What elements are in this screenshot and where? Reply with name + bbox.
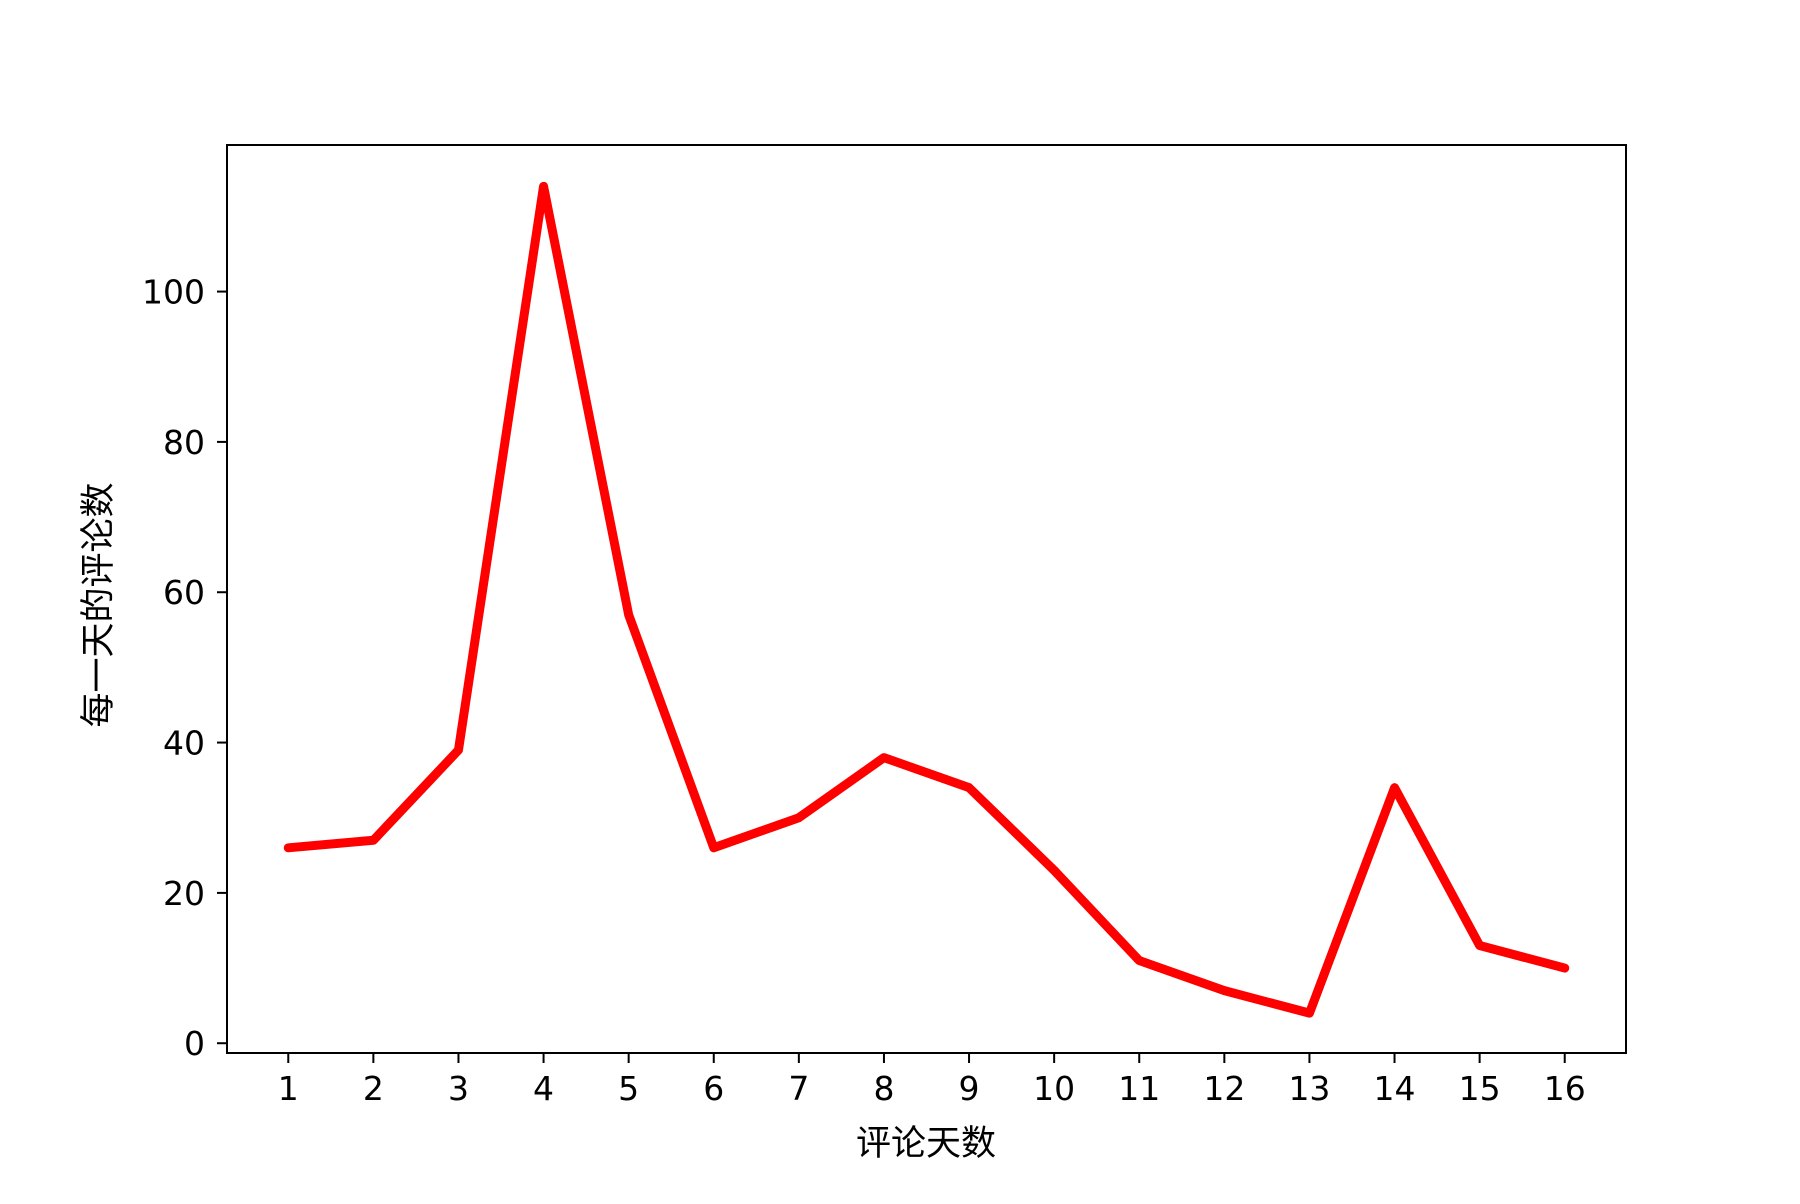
x-tick-label: 6	[703, 1069, 724, 1108]
y-tick-label: 20	[163, 874, 205, 913]
y-tick-label: 0	[184, 1024, 205, 1063]
x-tick-label: 1	[278, 1069, 299, 1108]
x-tick-label: 10	[1033, 1069, 1075, 1108]
series-line	[283, 181, 1570, 1018]
x-tick-label: 15	[1459, 1069, 1501, 1108]
x-tick-label: 13	[1288, 1069, 1330, 1108]
x-axis-label: 评论天数	[856, 1124, 996, 1164]
x-tick-label: 11	[1118, 1069, 1160, 1108]
y-tick-label: 40	[163, 724, 205, 763]
x-tick-label: 14	[1374, 1069, 1416, 1108]
x-tick-label: 2	[363, 1069, 384, 1108]
x-tick-label: 8	[873, 1069, 894, 1108]
y-tick-label: 60	[163, 573, 205, 612]
x-tick-label: 9	[959, 1069, 980, 1108]
x-tick-label: 3	[448, 1069, 469, 1108]
y-axis-label: 每一天的评论数	[79, 482, 119, 727]
x-tick-label: 12	[1203, 1069, 1245, 1108]
y-tick-label: 80	[163, 423, 205, 462]
x-tick-label: 16	[1544, 1069, 1586, 1108]
x-tick-label: 7	[788, 1069, 809, 1108]
plot-frame	[226, 144, 1627, 1054]
y-tick-label: 100	[142, 273, 205, 312]
x-tick-label: 5	[618, 1069, 639, 1108]
x-tick-label: 4	[533, 1069, 554, 1108]
